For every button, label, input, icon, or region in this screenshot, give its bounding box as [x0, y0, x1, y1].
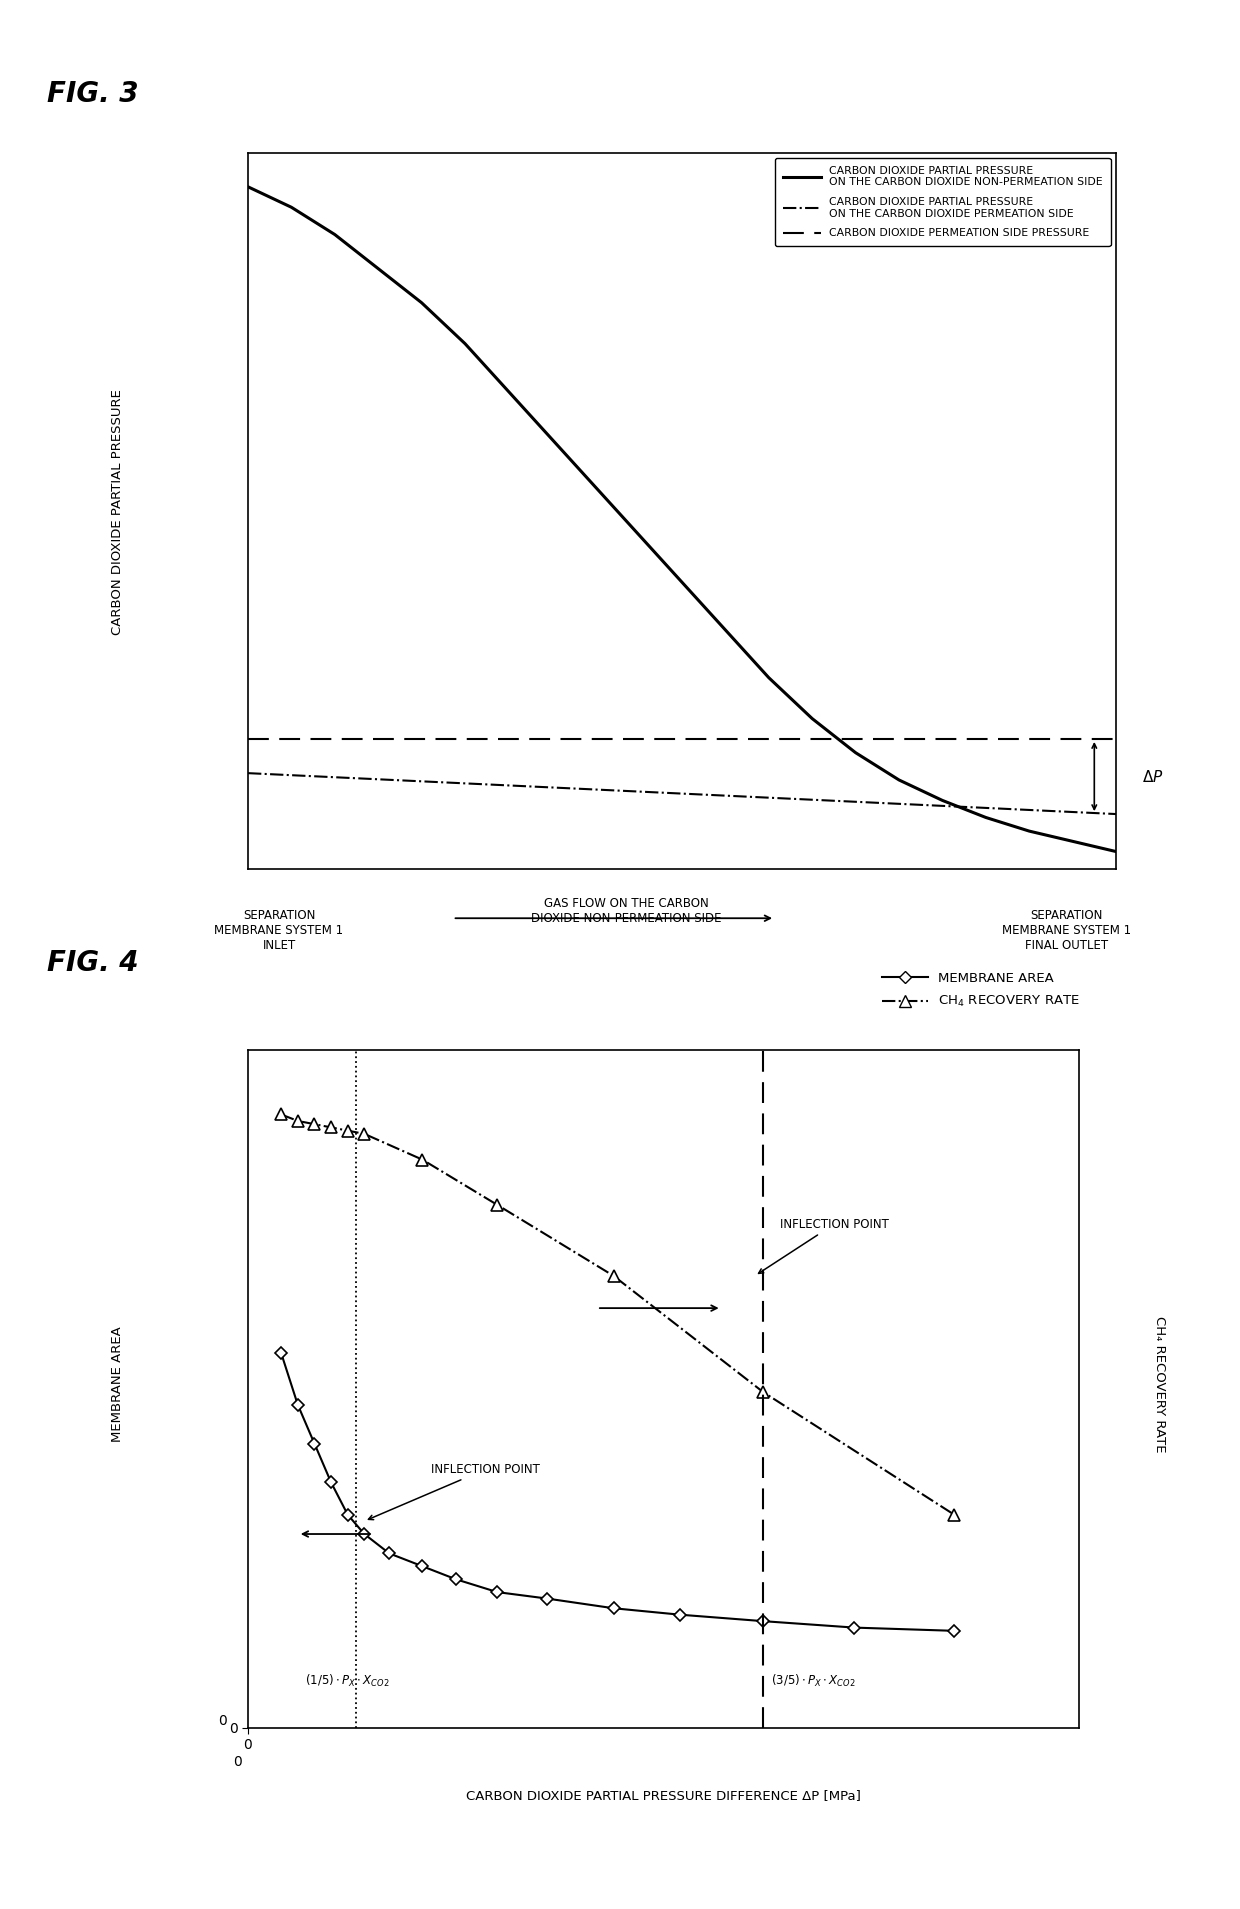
Text: $(3/5)\cdot P_X\cdot X_{CO2}$: $(3/5)\cdot P_X\cdot X_{CO2}$	[771, 1672, 856, 1689]
Text: FIG. 4: FIG. 4	[47, 949, 139, 977]
Legend: CARBON DIOXIDE PARTIAL PRESSURE
ON THE CARBON DIOXIDE NON-PERMEATION SIDE, CARBO: CARBON DIOXIDE PARTIAL PRESSURE ON THE C…	[775, 158, 1111, 246]
Text: CH₄ RECOVERY RATE: CH₄ RECOVERY RATE	[1153, 1315, 1166, 1453]
Text: SEPARATION
MEMBRANE SYSTEM 1
FINAL OUTLET: SEPARATION MEMBRANE SYSTEM 1 FINAL OUTLE…	[1002, 909, 1131, 953]
Text: MEMBRANE AREA: MEMBRANE AREA	[112, 1327, 124, 1441]
Text: CARBON DIOXIDE PARTIAL PRESSURE: CARBON DIOXIDE PARTIAL PRESSURE	[112, 389, 124, 634]
Text: 0: 0	[218, 1714, 227, 1728]
Text: SEPARATION
MEMBRANE SYSTEM 1
INLET: SEPARATION MEMBRANE SYSTEM 1 INLET	[215, 909, 343, 953]
Text: 0: 0	[233, 1754, 242, 1770]
Text: INFLECTION POINT: INFLECTION POINT	[759, 1218, 889, 1273]
Text: FIG. 3: FIG. 3	[47, 80, 139, 109]
Text: GAS FLOW ON THE CARBON
DIOXIDE NON-PERMEATION SIDE: GAS FLOW ON THE CARBON DIOXIDE NON-PERME…	[531, 897, 722, 926]
Text: $(1/5)\cdot P_X\cdot X_{CO2}$: $(1/5)\cdot P_X\cdot X_{CO2}$	[305, 1672, 389, 1689]
Text: INFLECTION POINT: INFLECTION POINT	[368, 1462, 539, 1520]
Legend: MEMBRANE AREA, CH$_4$ RECOVERY RATE: MEMBRANE AREA, CH$_4$ RECOVERY RATE	[877, 966, 1085, 1016]
Text: CARBON DIOXIDE PARTIAL PRESSURE DIFFERENCE ΔP [MPa]: CARBON DIOXIDE PARTIAL PRESSURE DIFFEREN…	[466, 1789, 861, 1802]
Text: $\Delta$P: $\Delta$P	[1142, 769, 1163, 785]
